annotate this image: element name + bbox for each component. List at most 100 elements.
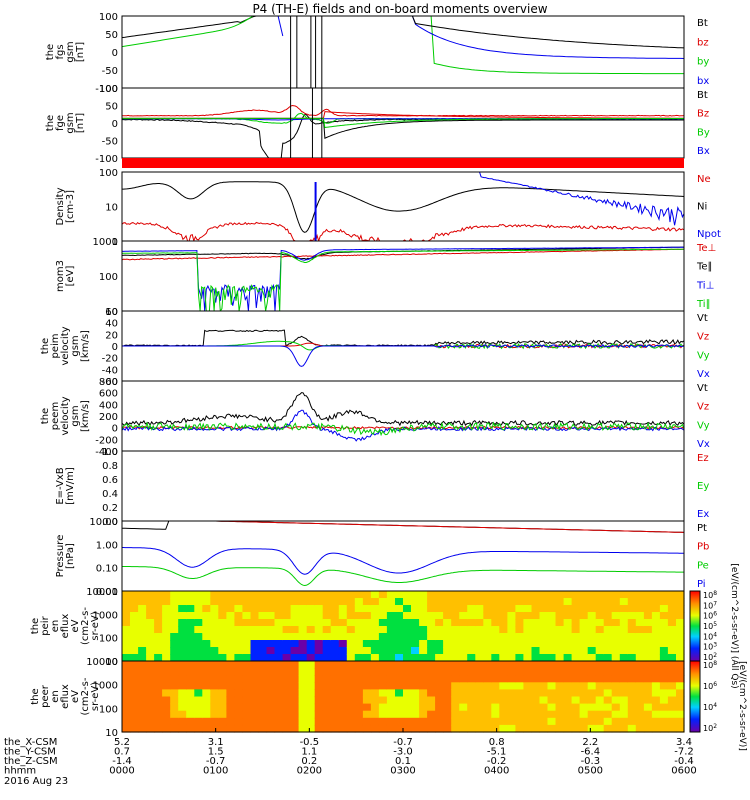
heatmap-cell (202, 689, 211, 698)
legend-6-Vx: Vx (697, 439, 710, 450)
heatmap-cell (258, 626, 268, 634)
heatmap-cell (138, 689, 147, 698)
heatmap-cell (266, 640, 276, 648)
colorbar-tick-label: 103 (703, 642, 717, 652)
panel-6-tick-label: -200 (95, 435, 118, 446)
legend-2-Bz: Bz (697, 109, 709, 120)
heatmap-cell (443, 640, 452, 648)
legend-3-Npot: Npot (697, 229, 721, 240)
heatmap-cell (563, 619, 573, 627)
heatmap-cell (194, 640, 203, 648)
legend-4-Te∥: Te∥ (696, 262, 713, 273)
heatmap-cell (539, 668, 549, 676)
heatmap-cell (242, 612, 251, 620)
heatmap-cell (122, 598, 131, 606)
heatmap-cell (226, 724, 235, 733)
heatmap-cell (547, 647, 557, 655)
colorbar-label-bottom: [eV/(cm^2-s-sr-eV)] (737, 661, 747, 751)
heatmap-cell (338, 619, 348, 627)
heatmap-cell (515, 626, 524, 634)
heatmap-cell (322, 633, 332, 641)
heatmap-cell (547, 661, 557, 669)
heatmap-cell (435, 682, 444, 690)
heatmap-cell (154, 612, 163, 620)
heatmap-cell (354, 717, 364, 726)
heatmap-cell (202, 591, 211, 599)
heatmap-cell (579, 668, 589, 676)
heatmap-cell (499, 661, 508, 669)
heatmap-cell (194, 626, 203, 634)
ephemeris-label: the_Z-CSM (4, 756, 58, 767)
heatmap-cell (162, 591, 171, 599)
heatmap-cell (290, 724, 300, 733)
heatmap-cell (507, 647, 516, 655)
heatmap-cell (122, 640, 131, 648)
heatmap-cell (386, 640, 396, 648)
heatmap-cell (467, 626, 476, 634)
heatmap-cell (138, 696, 147, 705)
heatmap-cell (523, 689, 532, 698)
heatmap-cell (435, 647, 444, 655)
heatmap-cell (643, 626, 653, 634)
heatmap-cell (491, 724, 500, 733)
heatmap-cell (499, 689, 508, 698)
heatmap-cell (290, 619, 300, 627)
heatmap-cell (595, 724, 605, 733)
heatmap-cell (571, 612, 581, 620)
heatmap-cell (579, 626, 589, 634)
panel-10-tick-label: 10 (105, 728, 118, 739)
heatmap-cell (250, 717, 260, 726)
heatmap-cell (651, 668, 661, 676)
heatmap-cell (411, 703, 420, 712)
legend-6-Vz: Vz (697, 402, 709, 413)
panel-7-tick-label: 0.0 (102, 517, 118, 528)
heatmap-cell (170, 591, 179, 599)
heatmap-cell (491, 619, 500, 627)
heatmap-cell (258, 724, 268, 733)
heatmap-cell (138, 717, 147, 726)
heatmap-cell (595, 689, 605, 698)
heatmap-cell (234, 675, 243, 683)
heatmap-cell (274, 626, 284, 634)
heatmap-cell (411, 605, 420, 613)
heatmap-cell (395, 668, 404, 676)
heatmap-cell (354, 654, 364, 662)
heatmap-cell (659, 626, 669, 634)
heatmap-cell (138, 661, 147, 669)
heatmap-cell (571, 661, 581, 669)
heatmap-cell (146, 682, 155, 690)
heatmap-cell (290, 647, 300, 655)
heatmap-cell (138, 633, 147, 641)
heatmap-cell (314, 661, 324, 669)
heatmap-cell (370, 710, 380, 719)
panel-10-ylabel: the (30, 688, 41, 704)
ephemeris-value: 3.4 (676, 737, 692, 748)
heatmap-cell (210, 591, 219, 599)
heatmap-cell (306, 612, 316, 620)
heatmap-cell (274, 696, 284, 705)
heatmap-cell (298, 724, 308, 733)
heatmap-cell (362, 675, 372, 683)
ephemeris-value: -5.1 (487, 747, 507, 758)
heatmap-cell (242, 717, 251, 726)
heatmap-cell (403, 605, 412, 613)
heatmap-cell (499, 675, 508, 683)
heatmap-cell (419, 612, 428, 620)
heatmap-cell (322, 605, 332, 613)
heatmap-cell (282, 661, 292, 669)
heatmap-cell (667, 647, 677, 655)
heatmap-cell (362, 647, 372, 655)
heatmap-cell (322, 724, 332, 733)
heatmap-cell (531, 689, 541, 698)
heatmap-cell (579, 675, 589, 683)
heatmap-cell (146, 710, 155, 719)
heatmap-cell (378, 612, 388, 620)
heatmap-cell (451, 668, 460, 676)
heatmap-cell (459, 605, 468, 613)
panel-1-tick-label: -50 (102, 66, 118, 77)
heatmap-cell (242, 598, 251, 606)
heatmap-cell (274, 605, 284, 613)
heatmap-cell (467, 668, 476, 676)
heatmap-cell (611, 612, 621, 620)
heatmap-cell (676, 654, 685, 662)
